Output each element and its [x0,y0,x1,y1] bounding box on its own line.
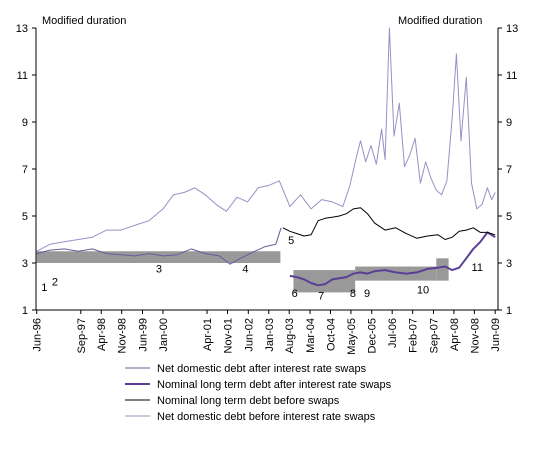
x-tick-label-4: Jun-99 [138,318,150,352]
x-tick-label-3: Nov-98 [117,318,129,353]
x-tick-label-6: Apr-01 [202,318,214,351]
x-tick-label-16: Feb-07 [408,318,420,353]
left-axis-title: Modified duration [42,15,126,27]
x-tick-label-18: Apr-08 [449,318,461,351]
annotation-2: 2 [52,276,58,288]
left-tick-label-3: 3 [22,258,28,270]
right-axis-title: Modified duration [398,15,482,27]
annotation-11: 11 [472,262,483,274]
left-tick-label-1: 1 [22,305,28,317]
annotation-8: 8 [350,288,356,300]
right-tick-label-11: 11 [506,70,517,82]
series-line-4 [36,27,496,252]
right-tick-label-5: 5 [506,211,512,223]
annotation-10: 10 [417,285,429,297]
right-tick-label-9: 9 [506,117,512,129]
x-tick-label-2: Apr-98 [96,318,108,351]
x-tick-label-19: Nov-08 [469,318,481,353]
series-line-2 [289,231,496,287]
series-line-1 [36,227,282,265]
x-tick-label-0: Jun-96 [32,318,44,352]
legend-label-4: Net domestic debt before interest rate s… [157,411,376,423]
period-annotations: 1 2 3 4 5 6 7 8 9 10 11 [41,235,483,302]
x-tick-label-13: May-05 [346,318,358,355]
band-3 [355,266,437,281]
x-tick-label-20: Jun-09 [490,318,502,352]
left-tick-label-5: 5 [22,211,28,223]
shaded-bands [36,251,449,293]
annotation-7: 7 [318,290,324,302]
band-1 [36,251,281,263]
x-tick-label-11: Mar-04 [305,318,317,353]
x-tick-label-9: Jan-03 [264,318,276,352]
annotation-6: 6 [292,288,298,300]
x-tick-label-5: Jan-00 [158,318,170,352]
annotation-5: 5 [288,235,294,247]
annotation-3: 3 [156,263,162,275]
legend: Net domestic debt after interest rate sw… [125,363,392,423]
x-tick-label-8: Jun-02 [243,318,255,352]
x-tick-label-17: Sep-07 [428,318,440,353]
annotation-1: 1 [41,282,47,294]
band-2 [293,270,356,293]
left-tick-label-11: 11 [17,70,28,82]
band-4 [436,258,449,281]
right-tick-label-7: 7 [506,164,512,176]
legend-label-1: Net domestic debt after interest rate sw… [157,363,367,375]
annotation-9: 9 [364,288,370,300]
series-line-3 [282,207,496,240]
left-tick-label-13: 13 [16,23,28,35]
x-tick-label-7: Nov-01 [223,318,235,353]
series-lines [36,27,496,287]
x-tick-label-14: Dec-05 [367,318,379,353]
x-tick-label-15: Jul-06 [387,318,399,348]
x-tick-label-1: Sep-97 [76,318,88,353]
annotation-4: 4 [242,263,248,275]
x-axis: Jun-96 Sep-97 Apr-98 Nov-98 Jun-99 Jan-00 Apr-… [32,309,502,355]
right-tick-label-3: 3 [506,258,512,270]
left-tick-label-9: 9 [22,117,28,129]
x-tick-label-10: Aug-03 [284,318,296,353]
legend-label-3: Nominal long term debt before swaps [157,395,340,407]
right-tick-label-1: 1 [506,305,512,317]
legend-label-2: Nominal long term debt after interest ra… [157,379,392,391]
x-tick-label-12: Oct-04 [325,318,337,351]
right-tick-label-13: 13 [506,23,518,35]
left-tick-label-7: 7 [22,164,28,176]
